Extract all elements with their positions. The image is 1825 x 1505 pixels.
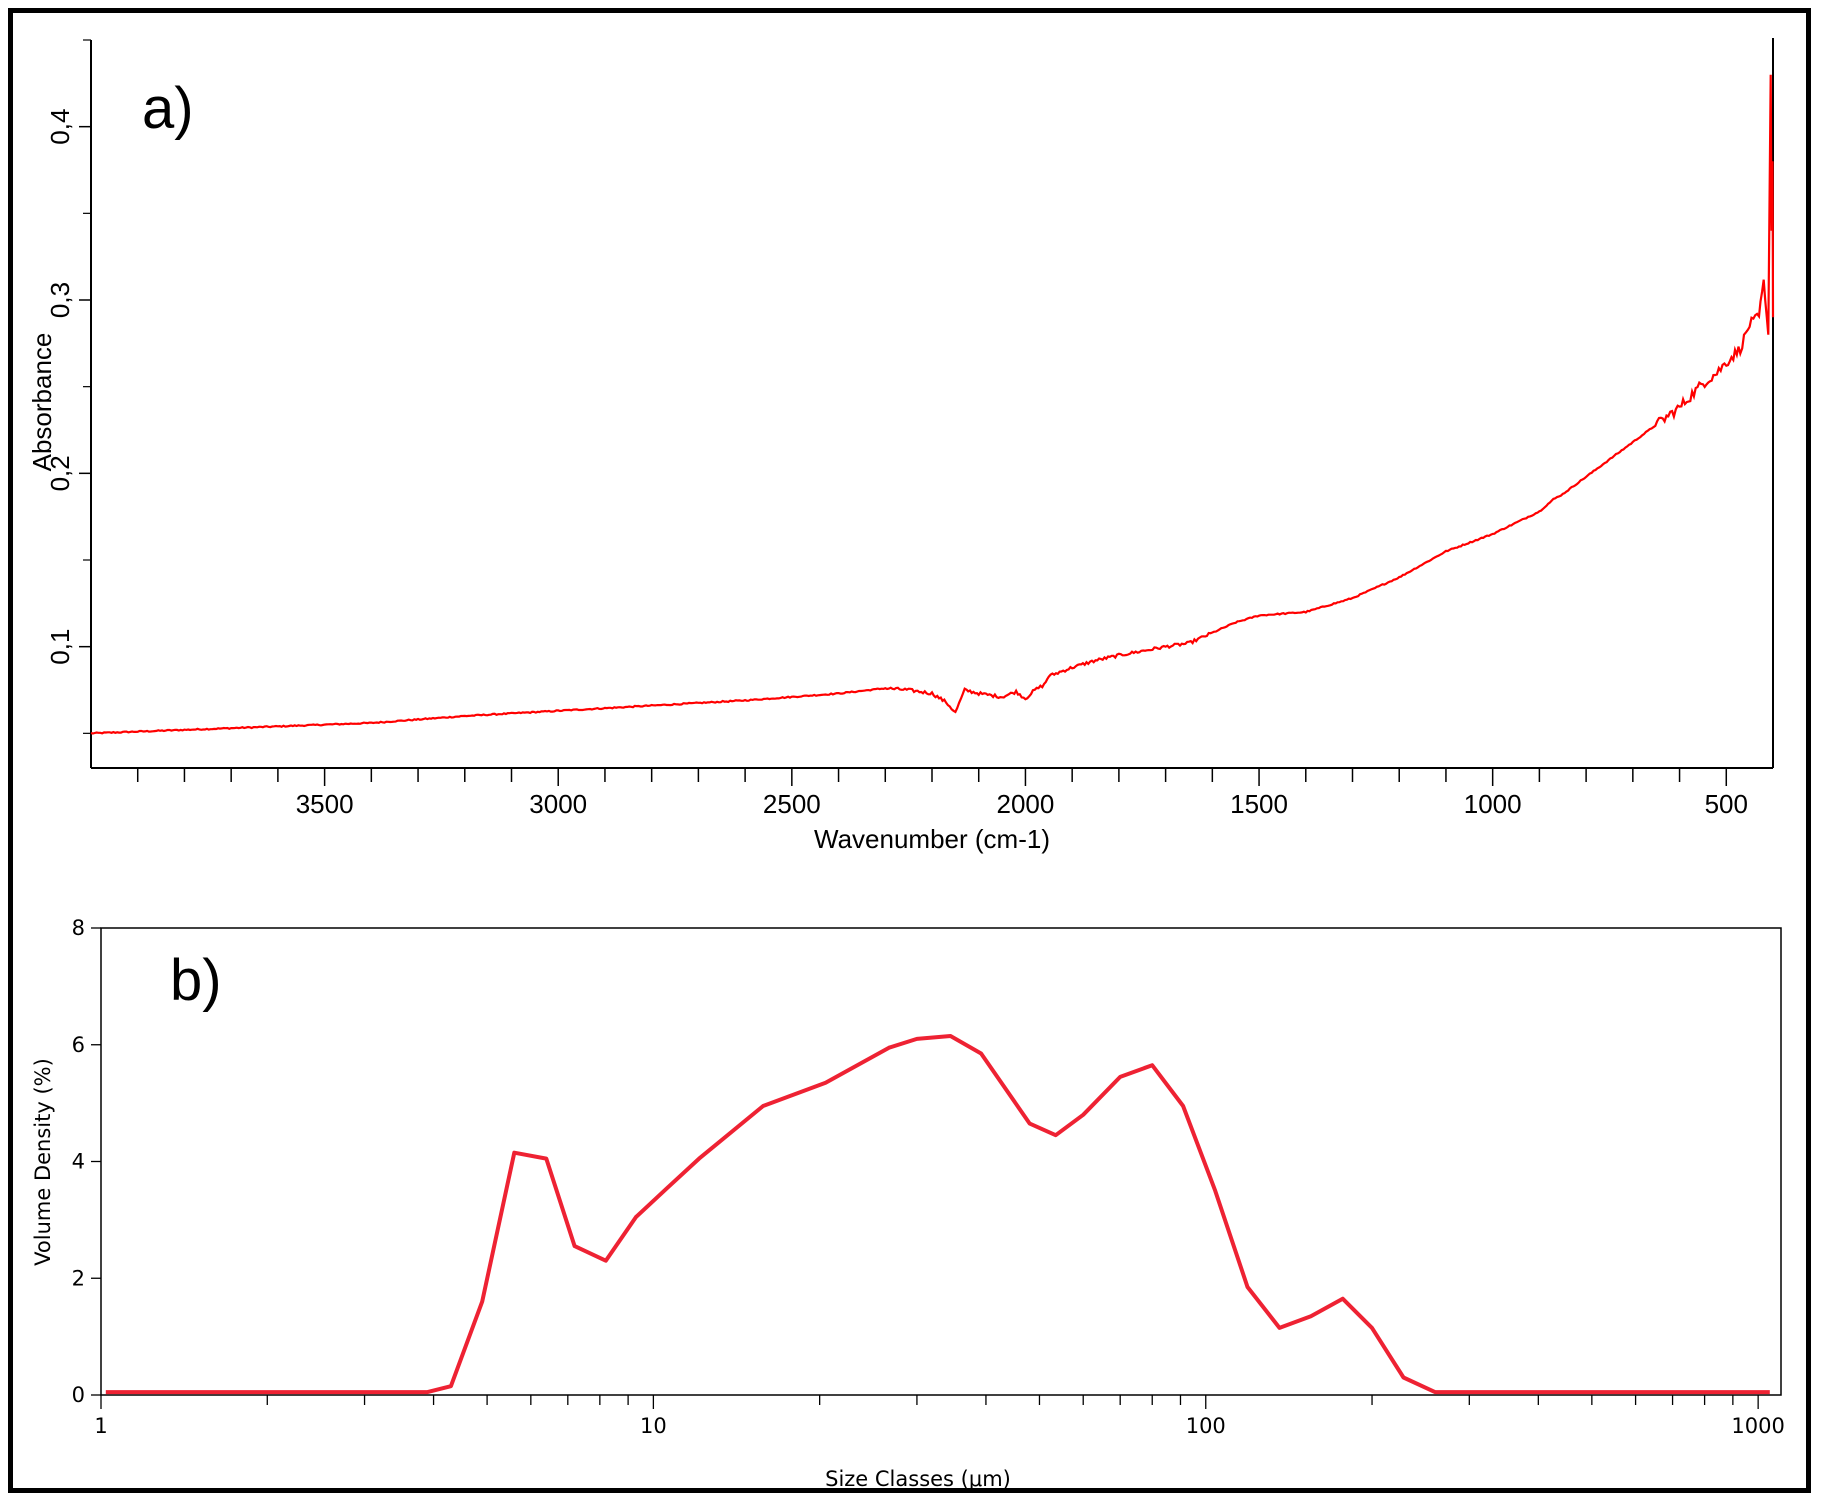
panel-a-x-tick-label: 3000 [529, 789, 587, 819]
panel-a-x-tick-label: 2500 [763, 789, 821, 819]
panel-a-y-tick-label: 0,4 [45, 109, 75, 145]
panel-a-x-tick-label: 1500 [1230, 789, 1288, 819]
panel-b-size-distribution-chart: b) 1 10 100 1000 0 2 4 6 8 Size Classes (μm) Vo… [31, 916, 1785, 1491]
panel-b-x-axis-title: Size Classes (μm) [825, 1467, 1011, 1491]
panel-a-x-tick-label: 3500 [296, 789, 354, 819]
panel-b-y-tick-label: 2 [72, 1266, 85, 1290]
panel-b-x-tick-label: 10 [640, 1414, 667, 1438]
panel-a-y-axis-title: Absorbance [27, 333, 57, 472]
panel-a-x-tick-label: 2000 [997, 789, 1055, 819]
panel-a-y-tick-label: 0,2 [45, 455, 75, 491]
panel-a-x-tick-label: 1000 [1464, 789, 1522, 819]
panel-a-absorbance-series-line [90, 74, 1775, 735]
panel-b-volume-density-series-line [105, 1034, 1770, 1395]
panel-b-y-tick-label: 6 [72, 1033, 85, 1057]
panel-a-x-axis-title: Wavenumber (cm-1) [814, 824, 1050, 854]
panel-b-y-tick-label: 0 [72, 1383, 85, 1407]
panel-a-y-tick-label: 0,3 [45, 282, 75, 318]
panel-b-y-axis-title: Volume Density (%) [31, 1058, 55, 1266]
panel-a-y-tick-label: 0,1 [45, 629, 75, 665]
panel-a-spectrum-chart: a) 3500 3000 2500 2000 1500 1000 500 0,1 0,2 0,3… [27, 38, 1775, 854]
panel-b-plot-frame [100, 927, 1782, 1396]
panel-b-x-tick-label: 1000 [1731, 1414, 1784, 1438]
panel-b-label: b) [170, 948, 222, 1013]
panel-b-x-tick-label: 1 [94, 1414, 107, 1438]
panel-a-x-tick-label: 500 [1705, 789, 1748, 819]
panel-b-y-tick-label: 8 [72, 916, 85, 940]
panel-a-label: a) [142, 76, 194, 141]
figure-frame [8, 8, 1811, 1493]
panel-b-y-tick-label: 4 [72, 1150, 85, 1174]
panel-b-x-tick-label: 100 [1186, 1414, 1226, 1438]
